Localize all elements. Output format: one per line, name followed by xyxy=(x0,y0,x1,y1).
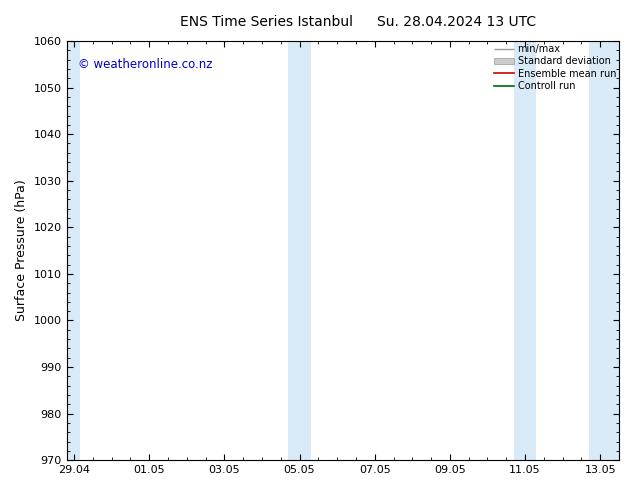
Text: © weatheronline.co.nz: © weatheronline.co.nz xyxy=(77,58,212,71)
Bar xyxy=(514,41,536,460)
Legend: min/max, Standard deviation, Ensemble mean run, Controll run: min/max, Standard deviation, Ensemble me… xyxy=(495,44,616,91)
Bar xyxy=(589,41,619,460)
Y-axis label: Surface Pressure (hPa): Surface Pressure (hPa) xyxy=(15,180,28,321)
Bar xyxy=(288,41,311,460)
Text: Su. 28.04.2024 13 UTC: Su. 28.04.2024 13 UTC xyxy=(377,15,536,29)
Bar xyxy=(67,41,80,460)
Text: ENS Time Series Istanbul: ENS Time Series Istanbul xyxy=(180,15,353,29)
